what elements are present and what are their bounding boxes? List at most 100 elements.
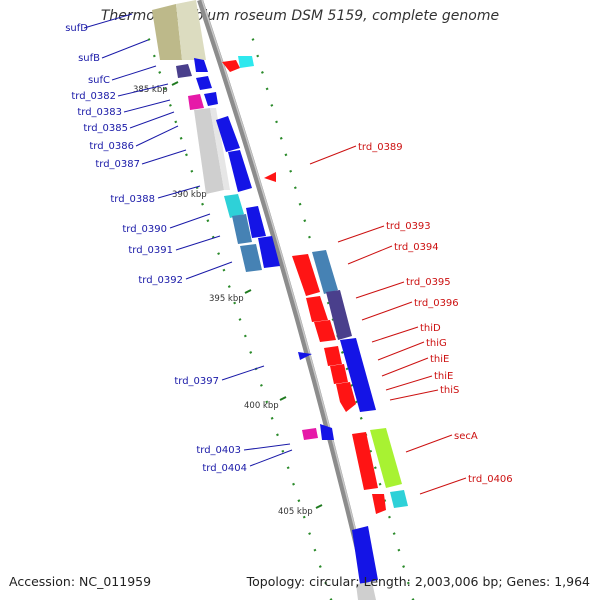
gene-sufC[interactable] [176, 64, 192, 78]
gene-trd-0407[interactable] [352, 526, 378, 584]
gene-secA[interactable] [352, 432, 378, 490]
gene-label[interactable]: trd_0383 [77, 107, 122, 118]
gene-sufD-reverse[interactable] [222, 60, 240, 72]
guide-dot [233, 301, 237, 305]
gene-label[interactable]: trd_0397 [174, 376, 219, 387]
gene-label[interactable]: sufC [88, 75, 110, 86]
gene-label[interactable]: sufB [78, 53, 100, 64]
gene-sufC-arrow[interactable] [194, 58, 208, 72]
guide-dot [265, 87, 269, 91]
gene-trd-0395[interactable] [306, 296, 328, 322]
gene-trd-0385-shade [210, 108, 230, 190]
gene-label[interactable]: trd_0395 [406, 277, 451, 288]
guide-dot [152, 54, 156, 58]
gene-trd-0390-arrow[interactable] [246, 206, 266, 238]
gene-trd-0387[interactable] [228, 150, 252, 192]
guide-dot [308, 235, 311, 239]
gene-trd-0388[interactable] [224, 194, 244, 218]
guide-dot [185, 153, 188, 157]
gene-sufB-reverse[interactable] [238, 56, 254, 68]
guide-dot [275, 120, 278, 124]
gene-trd-0403[interactable] [302, 428, 318, 440]
gene-label[interactable]: trd_0387 [95, 159, 140, 170]
guide-dot [292, 482, 295, 486]
guide-dot [217, 252, 221, 256]
gene-secA-track[interactable] [370, 428, 402, 488]
reverse-genes [222, 56, 408, 514]
gene-thiS[interactable] [336, 382, 356, 412]
gene-label[interactable]: thiD [420, 323, 441, 334]
gene-trd-0406[interactable] [372, 494, 386, 514]
guide-dot [206, 219, 210, 223]
gene-trd-0408[interactable] [356, 582, 376, 600]
gene-label[interactable]: trd_0406 [468, 474, 513, 485]
gene-trd-0406-track[interactable] [390, 490, 408, 508]
guide-dot [163, 87, 167, 91]
guide-dot [281, 449, 285, 453]
gene-trd-0382-arrow[interactable] [196, 76, 212, 90]
guide-dot [324, 581, 328, 585]
guide-dot [260, 71, 264, 74]
gene-thiG[interactable] [340, 338, 376, 412]
gene-label[interactable]: thiE [430, 354, 449, 365]
gene-label[interactable]: trd_0382 [71, 91, 116, 102]
gene-thiD[interactable] [314, 320, 336, 342]
guide-dot [298, 202, 302, 206]
gene-trd-0383[interactable] [188, 94, 204, 110]
gene-label[interactable]: trd_0386 [89, 141, 134, 152]
gene-label[interactable]: thiE [434, 371, 453, 382]
tick-label: 395 kbp [209, 294, 244, 304]
gene-sufD-shade [176, 0, 206, 60]
gene-trd-0391[interactable] [240, 244, 262, 272]
gene-label[interactable]: trd_0388 [110, 194, 155, 205]
gene-trd-0389[interactable] [264, 172, 276, 182]
gene-label[interactable]: trd_0390 [122, 224, 167, 235]
gene-thiE[interactable] [324, 346, 342, 366]
gene-label[interactable]: trd_0394 [394, 242, 439, 253]
guide-dot [227, 285, 231, 288]
gene-label[interactable]: trd_0391 [128, 245, 173, 256]
gene-trd-0390[interactable] [232, 214, 252, 244]
gene-trd-0394[interactable] [312, 250, 338, 294]
guide-dot [318, 565, 322, 568]
gene-thiE-2[interactable] [330, 364, 348, 384]
gene-trd-0392-arrow[interactable] [258, 236, 280, 268]
gene-label[interactable]: trd_0389 [358, 142, 403, 153]
gene-label[interactable]: secA [454, 431, 478, 442]
guide-dot [147, 38, 151, 41]
gene-trd-0385[interactable] [194, 108, 224, 194]
tick-label: 385 kbp [133, 85, 168, 95]
gene-label[interactable]: trd_0392 [138, 275, 183, 286]
gene-trd-0386[interactable] [216, 116, 240, 152]
gene-sufD[interactable] [152, 4, 182, 60]
accession-text: Accession: NC_011959 [9, 574, 152, 589]
genome-backbone [197, 0, 373, 600]
guide-dot [259, 383, 263, 387]
gene-trd-0404[interactable] [320, 424, 334, 440]
gene-label[interactable]: trd_0393 [386, 221, 431, 232]
guide-dot [238, 318, 242, 321]
gene-trd-0383-arrow[interactable] [204, 92, 218, 106]
gene-label[interactable]: trd_0404 [202, 463, 247, 474]
guide-dots [147, 38, 415, 600]
gene-trd-0396[interactable] [326, 290, 352, 340]
gene-label[interactable]: thiS [440, 385, 459, 396]
guide-dot [243, 334, 247, 338]
guide-dot [222, 268, 226, 272]
gene-trd-0397[interactable] [298, 352, 312, 360]
gene-label[interactable]: sufD [65, 23, 88, 34]
gene-label[interactable]: trd_0396 [414, 298, 459, 309]
gene-label[interactable]: trd_0403 [196, 445, 241, 456]
gene-label[interactable]: trd_0385 [83, 123, 128, 134]
guide-dot [297, 499, 301, 503]
gene-label[interactable]: thiG [426, 338, 447, 349]
guide-dot [402, 565, 406, 568]
guide-dot [279, 136, 283, 140]
guide-dot [289, 169, 293, 173]
guide-dot [340, 351, 344, 354]
guide-dot [313, 548, 317, 552]
tick-label: 400 kbp [244, 401, 279, 411]
guide-dot [388, 515, 391, 519]
gene-trd-0393[interactable] [292, 254, 320, 296]
